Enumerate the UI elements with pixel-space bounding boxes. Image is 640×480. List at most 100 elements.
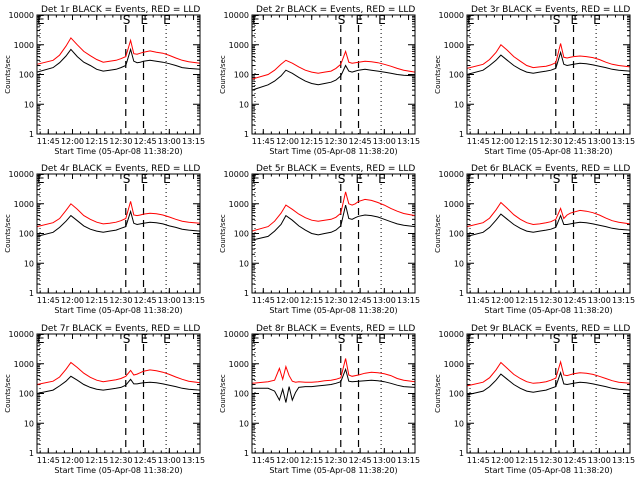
y-tick-label: 10000	[224, 330, 249, 339]
y-tick-label: 100	[449, 230, 464, 239]
y-tick-label: 100	[449, 390, 464, 399]
x-tick-label: 12:00	[491, 296, 514, 305]
y-tick-label: 10000	[224, 170, 249, 179]
y-tick-label: 1000	[14, 41, 34, 50]
x-tick-label: 13:15	[397, 296, 420, 305]
y-tick-label: 1	[29, 449, 34, 458]
x-tick-label: 12:15	[515, 456, 538, 465]
y-tick-label: 100	[19, 390, 34, 399]
x-tick-label: 12:45	[134, 456, 157, 465]
x-tick-label: 12:15	[85, 456, 108, 465]
events-series-line	[466, 213, 631, 237]
x-axis-title: Start Time (05-Apr-08 11:38:20)	[54, 147, 182, 156]
y-tick-label: 10000	[439, 11, 464, 20]
y-tick-label: 1000	[14, 360, 34, 369]
time-marker-label: E	[593, 13, 601, 27]
y-tick-label: 100	[19, 71, 34, 80]
x-tick-label: 13:15	[612, 137, 635, 146]
x-tick-label: 12:15	[85, 296, 108, 305]
x-tick-label: 12:15	[515, 296, 538, 305]
x-tick-label: 12:30	[324, 296, 347, 305]
x-tick-label: 13:00	[158, 137, 181, 146]
x-tick-label: 13:00	[588, 456, 611, 465]
y-axis-title: Counts/sec	[434, 214, 442, 253]
y-tick-label: 10000	[439, 330, 464, 339]
time-marker-label: S	[553, 13, 561, 27]
x-tick-label: 12:00	[61, 456, 84, 465]
y-axis-title: Counts/sec	[4, 374, 12, 413]
x-tick-label: 13:15	[182, 137, 205, 146]
y-tick-label: 1000	[444, 360, 464, 369]
x-tick-label: 12:30	[539, 137, 562, 146]
x-tick-label: 12:45	[349, 296, 372, 305]
x-tick-label: 13:00	[373, 137, 396, 146]
x-tick-label: 11:45	[252, 296, 275, 305]
x-tick-label: 13:15	[397, 456, 420, 465]
lld-series-line	[466, 359, 631, 387]
lld-series-line	[251, 358, 416, 384]
x-tick-label: 13:00	[158, 456, 181, 465]
y-tick-label: 10	[239, 259, 249, 268]
time-marker-label: E	[467, 332, 475, 346]
y-tick-label: 100	[234, 390, 249, 399]
lld-series-line	[36, 37, 201, 65]
x-axis-title: Start Time (05-Apr-08 11:38:20)	[484, 306, 612, 315]
time-marker-label: E	[141, 332, 149, 346]
time-marker-label: E	[467, 172, 475, 186]
time-marker-label: S	[123, 13, 131, 27]
y-tick-label: 10	[454, 419, 464, 428]
x-tick-label: 11:45	[252, 456, 275, 465]
x-tick-label: 12:15	[85, 137, 108, 146]
x-tick-label: 12:30	[539, 456, 562, 465]
time-marker-label: E	[356, 332, 364, 346]
lld-series-line	[466, 201, 631, 228]
x-tick-label: 12:00	[276, 137, 299, 146]
y-tick-label: 100	[449, 71, 464, 80]
panel-title: Det 2r BLACK = Events, RED = LLD	[256, 5, 415, 15]
x-axis-title: Start Time (05-Apr-08 11:38:20)	[269, 306, 397, 315]
y-tick-label: 10	[454, 259, 464, 268]
y-axis-title: Counts/sec	[4, 55, 12, 94]
x-tick-label: 12:00	[276, 456, 299, 465]
time-marker-label: E	[571, 13, 579, 27]
x-tick-label: 11:45	[467, 456, 490, 465]
x-tick-label: 12:00	[276, 296, 299, 305]
time-marker-label: S	[338, 13, 346, 27]
x-axis-title: Start Time (05-Apr-08 11:38:20)	[269, 466, 397, 475]
time-marker-label: E	[593, 332, 601, 346]
y-tick-label: 1	[29, 130, 34, 139]
x-tick-label: 12:45	[349, 456, 372, 465]
x-axis-title: Start Time (05-Apr-08 11:38:20)	[484, 466, 612, 475]
x-tick-label: 12:15	[300, 296, 323, 305]
y-tick-label: 1000	[444, 41, 464, 50]
x-tick-label: 13:00	[588, 296, 611, 305]
y-axis-title: Counts/sec	[219, 374, 227, 413]
x-tick-label: 11:45	[252, 137, 275, 146]
y-tick-label: 1000	[444, 200, 464, 209]
x-tick-label: 13:15	[397, 137, 420, 146]
y-tick-label: 1	[244, 130, 249, 139]
x-tick-label: 13:00	[588, 137, 611, 146]
y-tick-label: 10000	[9, 170, 34, 179]
time-marker-label: E	[37, 332, 45, 346]
y-tick-label: 10000	[439, 170, 464, 179]
x-tick-label: 13:00	[373, 456, 396, 465]
time-marker-label: E	[163, 13, 171, 27]
x-tick-label: 13:15	[612, 296, 635, 305]
x-tick-label: 12:15	[300, 456, 323, 465]
x-tick-label: 12:45	[564, 456, 587, 465]
x-tick-label: 12:00	[491, 137, 514, 146]
panel-title: Det 9r BLACK = Events, RED = LLD	[471, 324, 630, 334]
time-marker-label: S	[338, 332, 346, 346]
time-marker-label: E	[571, 332, 579, 346]
x-axis-title: Start Time (05-Apr-08 11:38:20)	[269, 147, 397, 156]
plot-frame	[251, 14, 416, 135]
time-marker-label: E	[378, 172, 386, 186]
